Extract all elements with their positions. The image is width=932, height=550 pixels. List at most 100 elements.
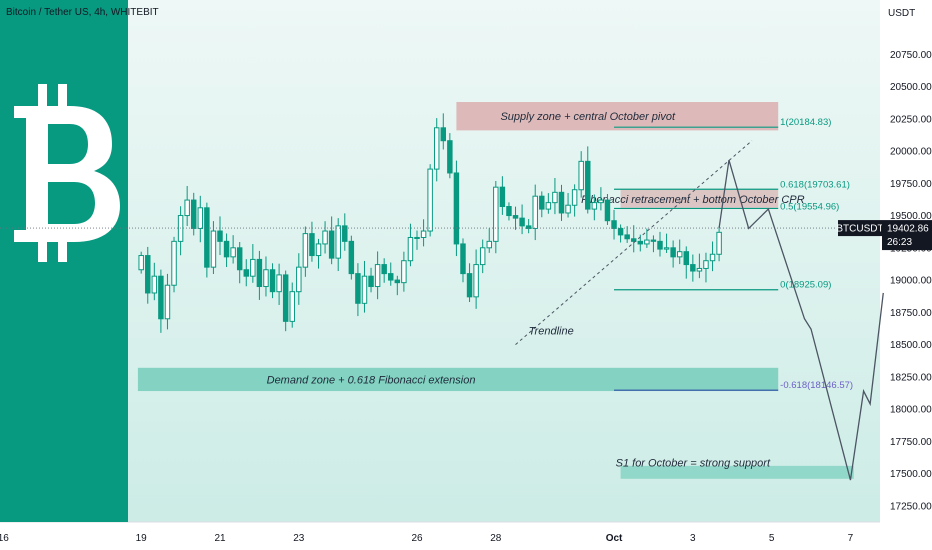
candle-body (401, 260, 407, 284)
candle (315, 238, 322, 269)
candle (611, 209, 617, 240)
candle-body (236, 247, 243, 271)
candle-body (250, 258, 256, 277)
candle (486, 228, 492, 253)
demand-zone (137, 367, 779, 392)
candle-body (624, 234, 630, 240)
candle (585, 146, 591, 214)
candle (624, 226, 630, 243)
candle-body (309, 233, 315, 257)
candle (309, 221, 315, 262)
candle (381, 258, 387, 283)
candle (164, 273, 171, 330)
candle-body (539, 195, 545, 210)
candle (493, 180, 499, 254)
axis-ticks: 17250.00 17500.00 17750.00 18000.00 18250.00… (0, 50, 932, 544)
candle-body (420, 230, 427, 238)
candle-body (440, 127, 447, 142)
candle-body (368, 275, 374, 288)
candle (355, 263, 361, 317)
candle-body (374, 264, 381, 288)
candle-body (388, 273, 394, 281)
trendline (515, 140, 753, 345)
candle (591, 194, 598, 221)
candle-body (479, 247, 486, 266)
candle-body (348, 240, 355, 275)
candle (250, 244, 256, 283)
candle (473, 249, 479, 309)
candle (289, 282, 295, 328)
x-tick-label: 21 (214, 533, 226, 544)
candle-body (532, 195, 538, 229)
candle-body (151, 275, 158, 294)
candle (460, 238, 466, 283)
candle-body (565, 204, 571, 214)
candle-body (302, 233, 309, 268)
candle (223, 233, 230, 268)
candle-body (591, 202, 598, 210)
candle-body (473, 264, 479, 298)
candle-body (630, 238, 637, 242)
candle-body (486, 240, 492, 249)
candle (401, 251, 407, 292)
candle (197, 195, 204, 243)
candle-body (466, 273, 473, 298)
projection-path (718, 159, 884, 481)
candle (335, 218, 341, 272)
candle (138, 251, 144, 274)
candle-body (650, 239, 657, 242)
candle (361, 260, 368, 313)
candle (414, 230, 420, 250)
candle-body (263, 269, 269, 288)
price-countdown: 26:23 (887, 237, 912, 248)
candle-body (663, 247, 670, 250)
candle (276, 263, 282, 305)
candle-body (578, 160, 584, 191)
price-tag-value: 19402.86 (887, 224, 929, 235)
candle (204, 202, 210, 278)
x-tick-label: 23 (293, 533, 305, 544)
candle (158, 269, 164, 333)
candle (578, 151, 584, 198)
candle-body (519, 217, 525, 227)
candle-body (637, 240, 644, 245)
fibonacci-levels: 1(20184.83) 0.618(19703.61) 0.5(19554.96) 0… (614, 117, 853, 391)
candle (571, 184, 578, 217)
fib-level-label: 1(20184.83) (780, 117, 831, 128)
supply-zone-label: Supply zone + central October pivot (500, 111, 676, 123)
candle (532, 184, 538, 241)
candle (539, 191, 545, 218)
y-tick-label: 18250.00 (890, 372, 932, 383)
candle-body (716, 231, 722, 255)
candle (690, 254, 696, 282)
candle (703, 252, 709, 283)
candle (709, 241, 716, 272)
fib-level-label: 0(18925.09) (780, 280, 831, 291)
x-tick-label: 28 (490, 533, 502, 544)
y-tick-label: 17750.00 (890, 437, 932, 448)
candle (296, 253, 302, 305)
candle (263, 256, 269, 297)
candle (342, 213, 348, 251)
candle-body (676, 251, 683, 258)
supply-zone (456, 102, 779, 131)
candle (447, 133, 453, 179)
candle-body (296, 266, 302, 293)
candle (499, 176, 506, 215)
candle (630, 225, 637, 253)
price-axis-background (880, 0, 932, 550)
candle (604, 194, 611, 225)
candle (388, 262, 394, 286)
candle-body (138, 255, 144, 271)
candle-body (611, 220, 617, 229)
candle (407, 223, 414, 267)
candle-body (381, 264, 387, 275)
candle (322, 221, 328, 254)
candle-body (703, 260, 709, 269)
x-tick-label: 26 (411, 533, 423, 544)
candle-body (276, 274, 282, 293)
trendline-label: Trendline (529, 325, 574, 337)
candle (617, 224, 624, 243)
candle-body (617, 227, 624, 236)
